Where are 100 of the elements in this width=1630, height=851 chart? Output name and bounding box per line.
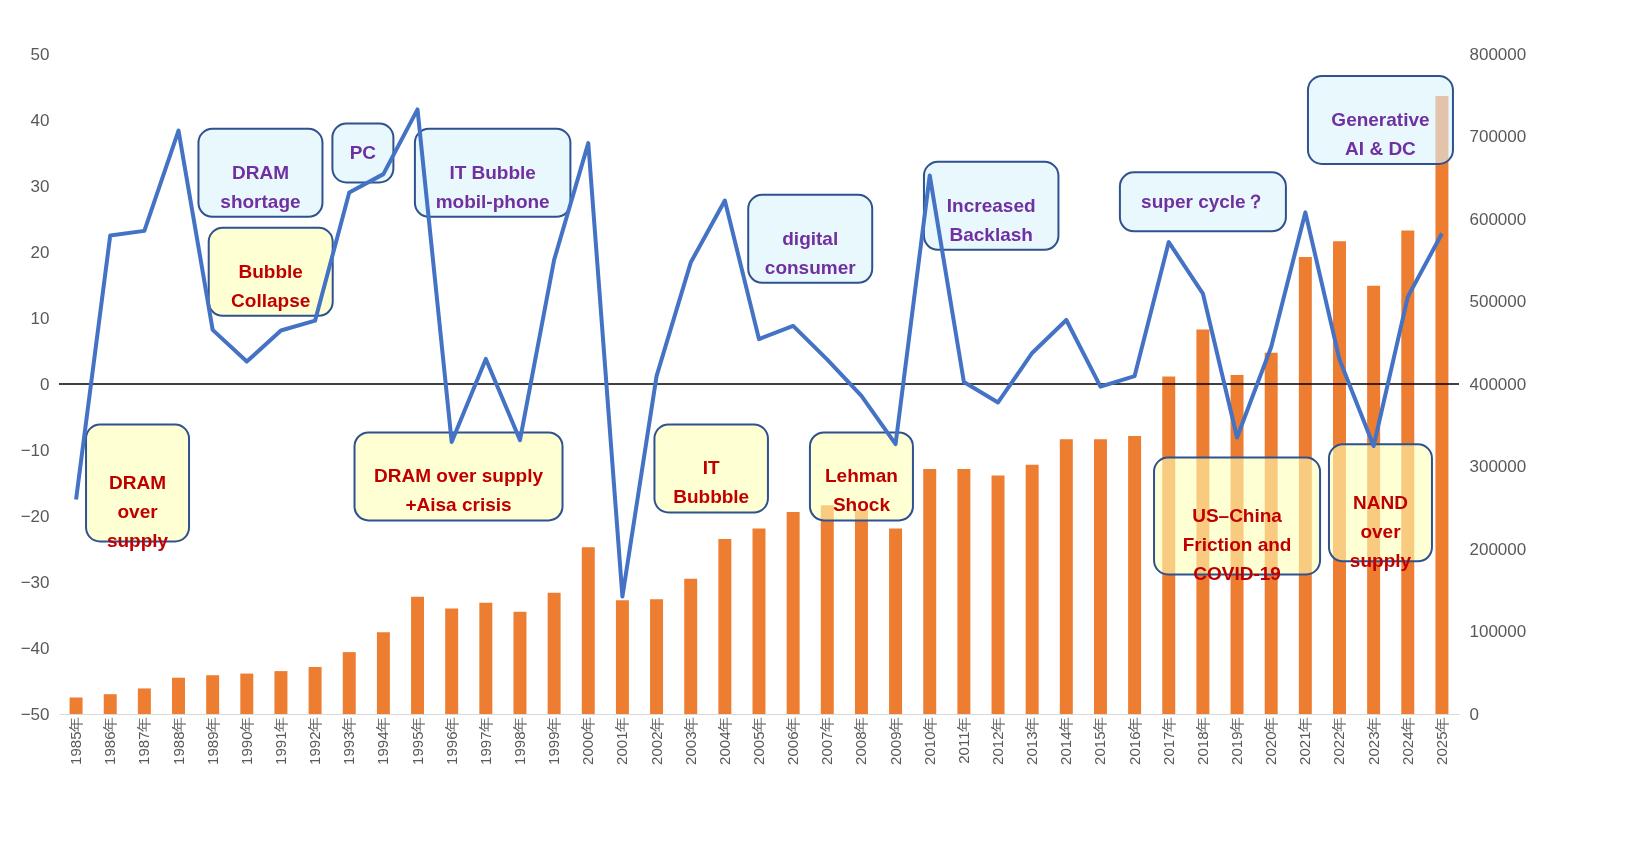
x-tick-label: 2003年 [681,716,699,765]
y2-tick-label: 700000 [1469,127,1527,146]
y-tick-label: 50 [30,44,50,64]
bar [240,673,254,714]
x-tick-label: 2014年 [1057,716,1075,765]
x-tick-label: 1986年 [101,716,119,765]
y-tick-label: 20 [30,242,50,262]
bar [650,599,664,714]
bar [1298,256,1312,714]
bar [445,608,459,714]
x-tick-label: 1985年 [67,716,85,765]
x-tick-label: 1996年 [442,716,460,765]
bar [172,677,185,714]
y2-tick-label: 300000 [1469,457,1527,476]
x-tick-label: 2023年 [1364,716,1382,765]
annotation: Increased Backlash [946,194,1036,245]
bar [1059,439,1073,714]
bar [1093,439,1107,714]
bar [957,468,971,714]
bar [274,671,288,714]
bar [1162,376,1176,714]
x-tick-label: 2006年 [784,716,802,765]
y-tick-label: −10 [20,440,50,460]
x-tick-label: 1993年 [340,716,358,765]
bar [342,652,356,714]
annotation: super cycle？ [1141,190,1265,212]
x-tick-label: 2004年 [715,716,733,765]
y2-tick-label: 500000 [1469,292,1527,311]
x-tick-label: 2005年 [750,716,767,765]
y-tick-label: −20 [20,506,50,526]
y-tick-label: −40 [20,638,50,658]
x-tick-label: 1990年 [237,716,255,765]
x-tick-label: 1999年 [545,716,563,765]
x-tick-label: 2007年 [818,716,836,765]
bar [752,528,766,714]
y-tick-label: 40 [30,110,50,130]
bar [103,694,117,714]
x-tick-label: 2002年 [647,716,665,765]
x-tick-label: 1992年 [306,716,324,765]
y-tick-label: −50 [20,704,50,724]
y2-tick-label: 0 [1469,704,1479,724]
y2-tick-label: 100000 [1469,622,1527,641]
x-tick-label: 2024年 [1398,716,1416,765]
x-tick-label: 1987年 [135,716,153,765]
x-tick-label: 2010年 [920,716,938,765]
x-tick-label: 1998年 [510,716,528,765]
x-tick-label: 1988年 [169,716,187,765]
bar [206,675,220,714]
y2-tick-label: 800000 [1469,44,1527,64]
x-tick-label: 2025年 [1432,716,1450,765]
bar [786,511,800,714]
annotation: IT Bubbble [673,457,750,508]
annotation: Bubble Collapse [231,260,311,311]
y-tick-label: 30 [30,176,50,196]
annotation: DRAM shortage [220,161,301,212]
bar [1128,435,1142,714]
bar [820,505,834,714]
y-tick-label: 10 [30,308,50,328]
bar [854,510,868,714]
bar [376,632,390,714]
x-tick-label: 2008年 [852,716,870,765]
y2-tick-label: 600000 [1469,209,1527,229]
bar [1025,464,1039,714]
bar [615,600,629,714]
bar [547,592,561,714]
annotation: PC [349,142,377,163]
bar [137,688,151,714]
y-tick-label: 0 [40,374,50,394]
y2-tick-label: 400000 [1469,374,1527,394]
bar [479,602,493,714]
annotation: DRAM over supply +Aisa crisis [374,465,544,516]
x-tick-label: 2017年 [1159,716,1177,765]
bar [581,547,595,714]
x-tick-label: 2011年 [954,716,972,764]
annotation: digital consumer [764,227,857,278]
x-tick-label: 2015年 [1091,716,1109,765]
bar [684,578,698,714]
x-tick-label: 2020年 [1262,716,1280,765]
x-tick-label: 2009年 [886,716,904,765]
annotation: Generative AI & DC [1331,109,1430,159]
bar [1435,96,1449,714]
bar [923,468,937,714]
bar [411,596,425,714]
bar [991,475,1005,714]
x-tick-label: 1994年 [374,716,392,765]
x-tick-label: 1995年 [408,716,426,765]
line-series [74,107,1444,599]
bar [513,611,527,714]
annotation: Lehman Shock [825,465,898,516]
x-tick-label: 2018年 [1193,716,1211,765]
x-tick-label: 1997年 [476,716,494,765]
annotation: IT Bubble mobil-phone [435,161,550,212]
x-tick-label: 1991年 [271,716,289,765]
bar [1333,241,1346,714]
x-tick-label: 2013年 [1023,716,1041,765]
y-tick-label: −30 [20,572,50,592]
x-tick-label: 2012年 [989,716,1007,765]
y2-tick-label: 200000 [1469,539,1527,559]
bar [889,528,903,714]
x-tick-label: 1989年 [203,716,221,765]
